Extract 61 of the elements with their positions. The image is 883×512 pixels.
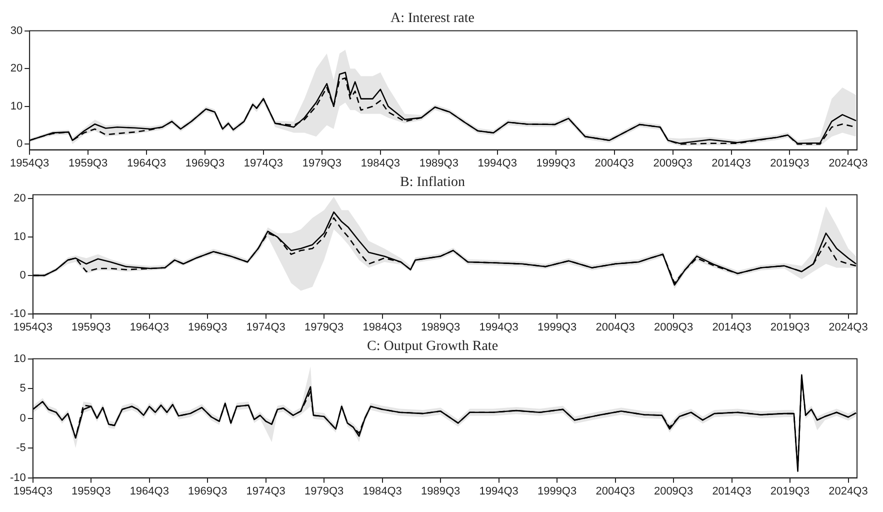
y-tick-label: -5	[16, 442, 26, 454]
x-tick-label: 2004Q3	[596, 485, 635, 498]
y-tick-label: 30	[10, 24, 23, 37]
x-tick-label: 2024Q3	[828, 485, 868, 498]
x-tick-label: 1959Q3	[72, 321, 111, 334]
x-tick-label: 2009Q3	[654, 485, 694, 498]
x-tick-label: 1994Q3	[479, 485, 518, 498]
x-tick-label: 1984Q3	[360, 157, 400, 170]
x-tick-label: 1979Q3	[304, 321, 344, 334]
x-tick-label: 1959Q3	[72, 485, 111, 498]
x-tick-label: 1994Q3	[479, 321, 518, 334]
x-tick-label: 1979Q3	[304, 485, 344, 498]
y-tick-label: -10	[10, 308, 26, 320]
x-tick-label: 2014Q3	[712, 157, 751, 170]
x-tick-label: 1974Q3	[244, 157, 284, 170]
x-tick-label: 1999Q3	[536, 157, 576, 170]
x-tick-label: 1984Q3	[362, 321, 402, 334]
x-tick-label: 1954Q3	[10, 157, 50, 170]
x-tick-label: 1979Q3	[302, 157, 342, 170]
chart-title: C: Output Growth Rate	[366, 339, 498, 354]
y-tick-label: 0	[20, 412, 26, 424]
chart-title: A: Interest rate	[390, 11, 474, 26]
y-tick-label: 0	[16, 138, 23, 150]
y-tick-label: 20	[10, 62, 23, 75]
x-tick-label: 1989Q3	[421, 321, 460, 334]
y-tick-label: 10	[10, 100, 23, 112]
x-tick-label: 1959Q3	[68, 157, 108, 170]
y-tick-label: 20	[14, 192, 26, 205]
x-tick-label: 1999Q3	[537, 321, 577, 334]
x-tick-label: 2009Q3	[653, 157, 692, 170]
x-tick-label: 1974Q3	[246, 485, 286, 498]
x-tick-label: 1969Q3	[188, 321, 228, 334]
x-tick-label: 1989Q3	[421, 485, 460, 498]
x-tick-label: 2014Q3	[712, 321, 752, 334]
y-tick-label: 10	[14, 231, 26, 244]
x-tick-label: 1984Q3	[362, 485, 402, 498]
y-tick-label: 10	[14, 352, 26, 365]
x-tick-label: 2019Q3	[770, 321, 810, 334]
x-tick-label: 1999Q3	[537, 485, 577, 498]
x-tick-label: 2024Q3	[828, 321, 868, 334]
chart-title: B: Inflation	[400, 175, 465, 190]
x-tick-label: 1994Q3	[478, 157, 517, 170]
x-tick-label: 1954Q3	[13, 321, 52, 334]
x-tick-label: 1989Q3	[419, 157, 458, 170]
y-tick-label: -10	[10, 472, 26, 484]
x-tick-label: 2019Q3	[770, 157, 810, 170]
y-tick-label: 5	[20, 382, 26, 395]
x-tick-label: 2024Q3	[828, 157, 868, 170]
x-tick-label: 2004Q3	[594, 157, 634, 170]
x-tick-label: 2009Q3	[654, 321, 694, 334]
x-tick-label: 2004Q3	[596, 321, 635, 334]
x-tick-label: 1954Q3	[13, 485, 52, 498]
x-tick-label: 1974Q3	[246, 321, 286, 334]
x-tick-label: 2019Q3	[770, 485, 810, 498]
x-tick-label: 1964Q3	[126, 157, 166, 170]
x-tick-label: 1964Q3	[130, 485, 169, 498]
x-tick-label: 1969Q3	[185, 157, 225, 170]
x-tick-label: 1964Q3	[130, 321, 169, 334]
x-tick-label: 2014Q3	[712, 485, 752, 498]
y-tick-label: 0	[20, 269, 26, 282]
x-tick-label: 1969Q3	[188, 485, 228, 498]
